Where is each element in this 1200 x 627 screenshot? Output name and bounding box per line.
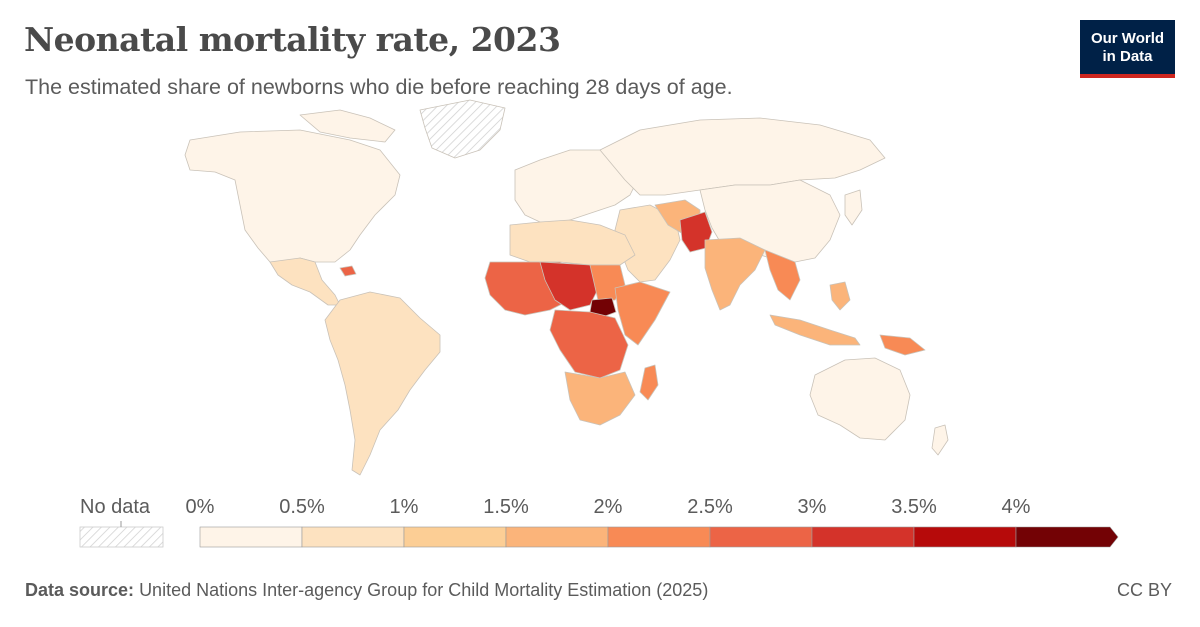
data-source-label: Data source: xyxy=(25,580,135,600)
region-philippines[interactable] xyxy=(829,281,851,311)
region-south-sudan[interactable] xyxy=(589,297,617,319)
chart-title: Neonatal mortality rate, 2023 xyxy=(24,20,561,59)
region-southeast-asia[interactable] xyxy=(764,249,801,301)
region-greenland[interactable] xyxy=(419,99,506,159)
logo-line-1: Our World xyxy=(1090,30,1165,47)
region-new-zealand[interactable] xyxy=(931,424,949,456)
legend-bin[interactable] xyxy=(505,526,609,548)
legend-color-scale xyxy=(199,526,1119,548)
legend-bin[interactable] xyxy=(301,526,405,548)
region-indonesia[interactable] xyxy=(769,314,861,346)
legend-bin[interactable] xyxy=(709,526,813,548)
region-central-africa[interactable] xyxy=(549,309,629,379)
license-link[interactable]: CC BY xyxy=(1116,580,1172,600)
region-north-africa[interactable] xyxy=(509,219,636,266)
legend-bin[interactable] xyxy=(607,526,711,548)
region-japan[interactable] xyxy=(844,189,863,226)
data-source-text[interactable]: United Nations Inter-agency Group for Ch… xyxy=(139,580,709,600)
region-horn-africa[interactable] xyxy=(614,281,671,346)
legend-bin[interactable] xyxy=(913,526,1017,548)
region-caribbean[interactable] xyxy=(339,265,357,277)
owid-logo[interactable]: Our World in Data xyxy=(1080,20,1175,78)
region-australia[interactable] xyxy=(809,357,911,441)
region-north-america[interactable] xyxy=(184,129,401,266)
legend-bin[interactable] xyxy=(199,526,303,548)
legend-bin[interactable] xyxy=(811,526,915,548)
region-russia[interactable] xyxy=(599,117,886,196)
region-central-america[interactable] xyxy=(269,257,341,306)
legend-bin[interactable] xyxy=(403,526,507,548)
legend-bin-overflow[interactable] xyxy=(1015,526,1119,548)
region-southern-africa[interactable] xyxy=(564,371,636,426)
region-europe[interactable] xyxy=(514,149,641,226)
logo-line-2: in Data xyxy=(1102,48,1153,65)
legend-no-data-swatch xyxy=(79,526,164,548)
region-canada-islands[interactable] xyxy=(299,109,396,143)
region-india[interactable] xyxy=(704,237,766,311)
region-madagascar[interactable] xyxy=(639,364,659,401)
region-papua[interactable] xyxy=(879,334,926,356)
region-south-america[interactable] xyxy=(324,291,441,476)
chart-subtitle: The estimated share of newborns who die … xyxy=(25,75,733,99)
data-source: Data source: United Nations Inter-agency… xyxy=(25,580,708,601)
